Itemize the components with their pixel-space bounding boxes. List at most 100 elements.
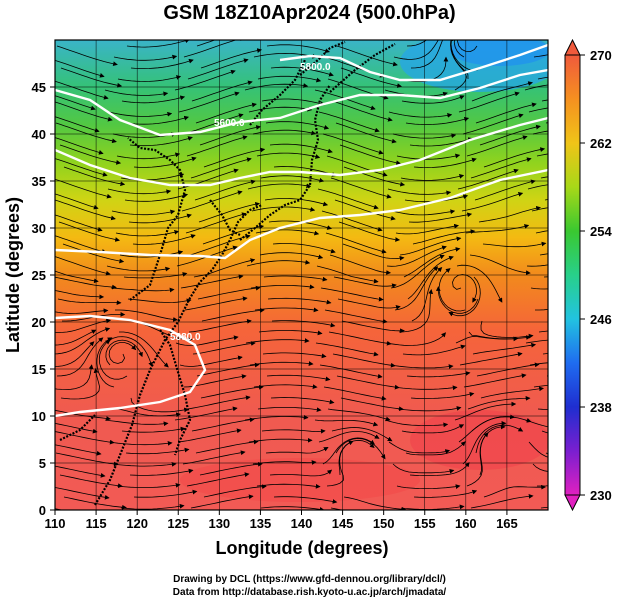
x-axis-label: Longitude (degrees) <box>215 538 388 558</box>
streamline <box>119 331 169 368</box>
streamline <box>258 330 323 336</box>
streamline <box>55 465 106 478</box>
streamline <box>399 236 462 256</box>
streamline <box>187 395 251 410</box>
streamline <box>406 40 428 47</box>
x-tick-label: 165 <box>496 516 518 531</box>
streamline <box>129 136 193 147</box>
colorbar-tick-label: 262 <box>590 136 612 151</box>
streamline <box>256 152 321 159</box>
streamline <box>525 339 548 344</box>
streamline <box>475 102 537 124</box>
streamline <box>435 286 479 314</box>
streamline <box>181 190 243 212</box>
streamline <box>191 80 253 102</box>
streamline <box>326 440 354 487</box>
streamline <box>55 193 99 210</box>
streamline <box>133 156 197 168</box>
streamline <box>338 221 401 242</box>
streamline <box>124 193 189 202</box>
colorbar: 230 238 246 254 262 270 <box>564 38 612 512</box>
streamline <box>394 266 439 311</box>
streamline <box>530 287 548 290</box>
streamline <box>126 40 190 48</box>
streamline <box>55 318 112 334</box>
streamline <box>55 101 113 122</box>
streamline <box>201 308 265 322</box>
streamline <box>262 352 327 359</box>
streamline <box>401 424 465 434</box>
streamline <box>529 362 548 366</box>
streamline <box>55 409 111 421</box>
streamline <box>458 414 515 443</box>
x-tick-label: 130 <box>208 516 230 531</box>
x-tick-label: 110 <box>45 516 66 531</box>
contour-label: 5800.0 <box>300 62 331 73</box>
coastlines <box>59 40 396 506</box>
streamline <box>55 80 109 100</box>
streamline <box>400 174 465 181</box>
streamline <box>483 147 546 168</box>
x-tick-label: 140 <box>291 516 313 531</box>
colorbar-max-arrow <box>564 38 581 56</box>
streamline <box>55 270 99 284</box>
streamline <box>121 426 186 433</box>
streamline <box>438 268 466 312</box>
streamline <box>469 254 531 276</box>
streamline <box>257 407 322 413</box>
streamline <box>96 337 115 388</box>
streamline <box>57 298 122 306</box>
streamline <box>461 192 524 212</box>
streamline <box>116 152 181 160</box>
streamline <box>453 40 465 58</box>
x-tick-label: 125 <box>167 516 189 531</box>
streamline <box>260 506 325 510</box>
credit-data: Data from http://database.rish.kyoto-u.a… <box>172 587 447 598</box>
x-tick-label: 120 <box>126 516 148 531</box>
streamline <box>59 144 122 165</box>
streamline <box>319 364 383 379</box>
plot-area: 5600.0 5800.0 5880.0 <box>54 39 616 511</box>
streamline <box>553 243 615 251</box>
streamline <box>62 243 125 264</box>
streamline <box>397 406 462 412</box>
streamline <box>551 67 613 74</box>
streamline <box>199 125 261 146</box>
coastline-kuril <box>299 40 346 76</box>
streamline <box>190 157 252 179</box>
streamline <box>108 342 137 364</box>
streamline <box>454 401 517 421</box>
streamline <box>254 307 319 313</box>
y-tick-label: 35 <box>32 174 46 189</box>
streamline <box>56 45 118 67</box>
streamline <box>483 484 546 498</box>
streamline <box>177 168 239 190</box>
streamline <box>105 336 153 368</box>
streamline <box>409 462 470 476</box>
streamline <box>402 344 466 356</box>
streamline <box>263 275 328 282</box>
streamline <box>203 147 266 168</box>
streamline <box>261 428 326 434</box>
streamline <box>331 427 393 442</box>
streamline <box>524 419 548 428</box>
streamline <box>186 135 248 157</box>
streamline <box>55 116 100 133</box>
contour-label: 5600.0 <box>214 118 245 129</box>
streamline <box>256 483 321 489</box>
streamline <box>535 308 548 311</box>
streamline <box>190 494 254 509</box>
streamline <box>265 447 329 454</box>
streamline <box>554 166 616 174</box>
streamline <box>179 355 243 367</box>
streamline <box>526 264 548 267</box>
streamline <box>531 207 548 212</box>
streamline <box>55 122 117 144</box>
streamline <box>528 107 548 113</box>
streamline <box>532 463 548 472</box>
colorbar-tick-label: 238 <box>590 400 612 415</box>
streamline <box>408 212 473 223</box>
streamline <box>411 267 443 322</box>
streamline <box>55 431 115 445</box>
streamline <box>390 254 445 289</box>
